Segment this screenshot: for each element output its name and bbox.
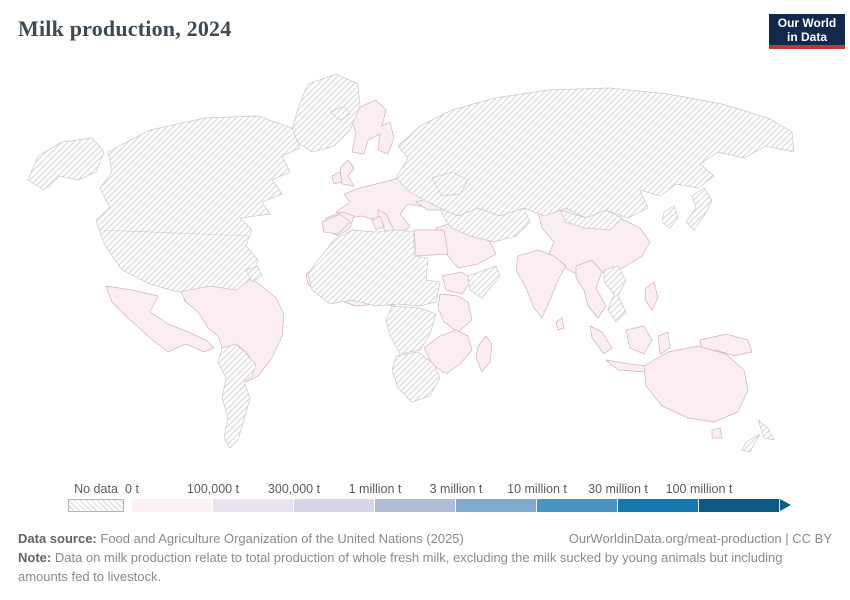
legend-stop-label-7: 100 million t — [665, 482, 733, 496]
map-region-vietnam-laos-no-data[interactable] — [603, 265, 627, 323]
note-row: Note: Data on milk production relate to … — [18, 549, 818, 586]
map-region-congo-angola-no-data[interactable] — [385, 305, 437, 355]
data-source-label: Data source: — [18, 531, 97, 546]
legend-segment-0[interactable] — [132, 499, 213, 512]
legend-stop-label-1: 100,000 t — [186, 482, 240, 496]
owid-logo-line2: in Data — [786, 30, 827, 44]
legend-stop-label-2: 300,000 t — [267, 482, 321, 496]
legend-stop-label-6: 30 million t — [588, 482, 648, 496]
map-region-tasmania[interactable] — [711, 427, 723, 439]
map-region-greenland-no-data[interactable] — [289, 73, 361, 153]
map-region-korea-no-data[interactable] — [661, 205, 679, 229]
data-source-text: Food and Agriculture Organization of the… — [100, 531, 464, 546]
map-region-borneo[interactable] — [625, 325, 653, 355]
note-label: Note: — [18, 550, 52, 565]
map-border-usa-canada — [99, 229, 251, 237]
legend-segment-1[interactable] — [213, 499, 294, 512]
map-region-sahara-sahel-no-data[interactable] — [307, 229, 441, 307]
map-region-ireland[interactable] — [331, 171, 343, 185]
map-region-guyanas-no-data[interactable] — [245, 265, 263, 283]
map-region-sulawesi[interactable] — [657, 331, 671, 355]
map-region-canada-usa-no-data[interactable] — [95, 115, 301, 293]
map-region-new-zealand-north-no-data[interactable] — [757, 418, 775, 441]
map-region-zambia-zimbabwe-mozambique[interactable] — [423, 329, 473, 375]
map-region-tunisia[interactable] — [371, 215, 385, 231]
map-region-alaska-no-data[interactable] — [27, 137, 105, 191]
map-region-egypt[interactable] — [413, 229, 449, 257]
legend-labels: 0 t 100,000 t 300,000 t 1 million t 3 millio… — [125, 482, 792, 496]
map-region-india[interactable] — [515, 249, 567, 319]
legend-stop-label-0: 0 t — [125, 482, 139, 496]
world-map-svg — [27, 73, 795, 453]
source-row: Data source: Food and Agriculture Organi… — [18, 531, 832, 546]
owid-logo-line1: Our World — [777, 16, 837, 30]
map-region-kenya-tanzania[interactable] — [437, 293, 473, 333]
legend-segment-2[interactable] — [294, 499, 375, 512]
map-region-new-zealand-south-no-data[interactable] — [741, 433, 761, 453]
legend-no-data-swatch[interactable] — [68, 499, 124, 512]
legend-segment-3[interactable] — [375, 499, 456, 512]
map-region-mexico-central-america[interactable] — [105, 285, 215, 353]
map-region-iceland-no-data[interactable] — [329, 105, 351, 121]
map-region-sri-lanka[interactable] — [555, 317, 565, 331]
map-region-java[interactable] — [604, 359, 649, 373]
legend-segment-6[interactable] — [618, 499, 699, 512]
map-region-australia[interactable] — [643, 345, 749, 423]
owid-logo[interactable]: Our World in Data — [769, 14, 845, 49]
map-region-southern-cone-no-data[interactable] — [217, 343, 257, 449]
map-region-mongolia-no-data[interactable] — [559, 209, 623, 231]
map-region-ethiopia[interactable] — [441, 271, 473, 295]
map-region-morocco[interactable] — [321, 213, 351, 235]
data-source-line: Data source: Food and Agriculture Organi… — [18, 531, 464, 546]
regions-no-data — [27, 73, 795, 453]
legend-stop-label-5: 10 million t — [507, 482, 567, 496]
legend-arrow-tip — [780, 499, 791, 511]
map-region-myanmar-thailand[interactable] — [575, 259, 607, 319]
map-region-ukraine-no-data[interactable] — [431, 171, 469, 197]
map-region-philippines[interactable] — [644, 281, 659, 311]
legend-segment-4[interactable] — [456, 499, 537, 512]
legend-segment-5[interactable] — [537, 499, 618, 512]
page-title: Milk production, 2024 — [18, 16, 232, 41]
map-legend: No data 0 t 100,000 t 300,000 t 1 million t… — [0, 482, 850, 518]
map-region-madagascar[interactable] — [475, 335, 493, 373]
map-region-russia-no-data[interactable] — [395, 87, 795, 219]
map-region-united-kingdom[interactable] — [339, 159, 355, 187]
legend-stop-label-3: 1 million t — [348, 482, 402, 496]
map-region-central-asia-no-data[interactable] — [439, 207, 531, 243]
legend-segment-7[interactable] — [699, 499, 780, 512]
map-region-japan-no-data[interactable] — [685, 187, 713, 231]
chart-footer: Data source: Food and Agriculture Organi… — [18, 531, 832, 586]
world-choropleth-map — [0, 60, 850, 472]
map-region-southern-africa-no-data[interactable] — [391, 351, 441, 403]
legend-no-data-label: No data — [74, 482, 118, 496]
owid-link[interactable]: OurWorldinData.org/meat-production | CC … — [568, 531, 832, 546]
legend-stop-label-4: 3 million t — [429, 482, 483, 496]
note-text: Data on milk production relate to total … — [18, 550, 783, 584]
map-region-sumatra[interactable] — [589, 325, 613, 355]
legend-color-bar — [132, 499, 804, 512]
map-region-somalia-no-data[interactable] — [467, 265, 501, 299]
